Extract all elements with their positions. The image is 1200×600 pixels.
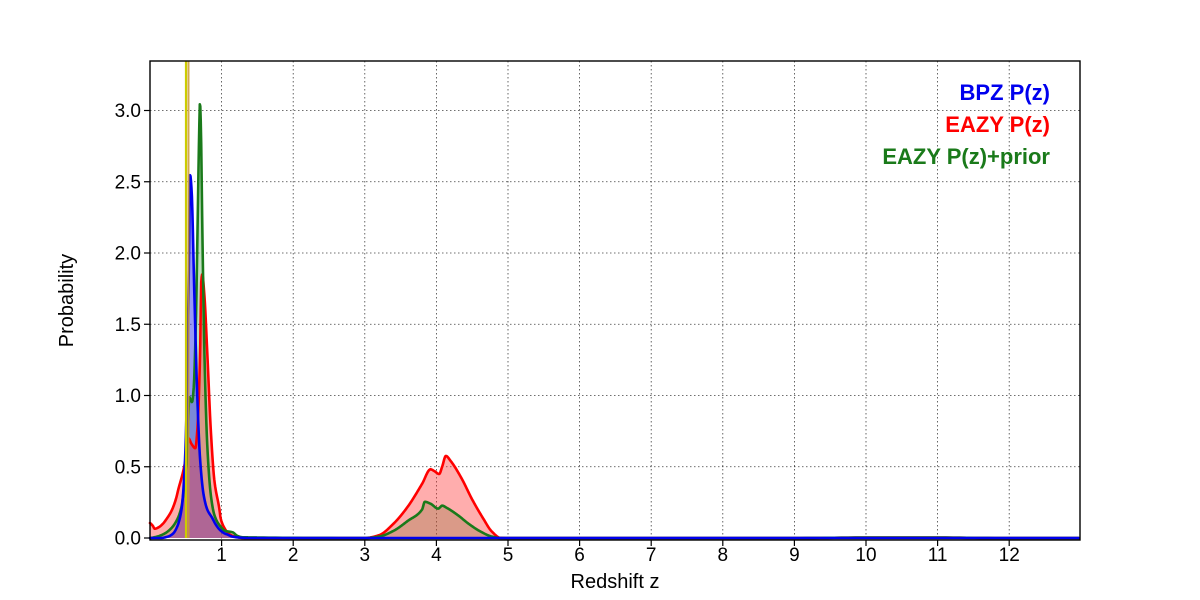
svg-text:6: 6 [574,545,585,566]
svg-text:11: 11 [928,545,948,566]
svg-text:EAZY P(z): EAZY P(z) [945,112,1050,137]
svg-text:7: 7 [646,545,657,566]
svg-text:3.0: 3.0 [115,101,141,122]
svg-text:1: 1 [216,545,227,566]
svg-text:Redshift z: Redshift z [571,571,660,593]
svg-text:2.0: 2.0 [115,244,141,265]
svg-text:4: 4 [431,545,442,566]
svg-text:1.0: 1.0 [115,386,141,407]
svg-text:5: 5 [503,545,514,566]
svg-text:Probability: Probability [56,254,78,347]
svg-text:EAZY P(z)+prior: EAZY P(z)+prior [882,144,1050,169]
svg-text:12: 12 [999,545,1020,566]
svg-text:10: 10 [855,545,876,566]
svg-text:1.5: 1.5 [115,315,141,336]
svg-text:0.0: 0.0 [115,529,141,550]
svg-text:BPZ P(z): BPZ P(z) [960,80,1050,105]
svg-text:3: 3 [360,545,371,566]
svg-text:0.5: 0.5 [115,457,141,478]
svg-text:2.5: 2.5 [115,172,141,193]
svg-text:2: 2 [288,545,299,566]
svg-text:9: 9 [789,545,800,566]
svg-text:8: 8 [718,545,729,566]
